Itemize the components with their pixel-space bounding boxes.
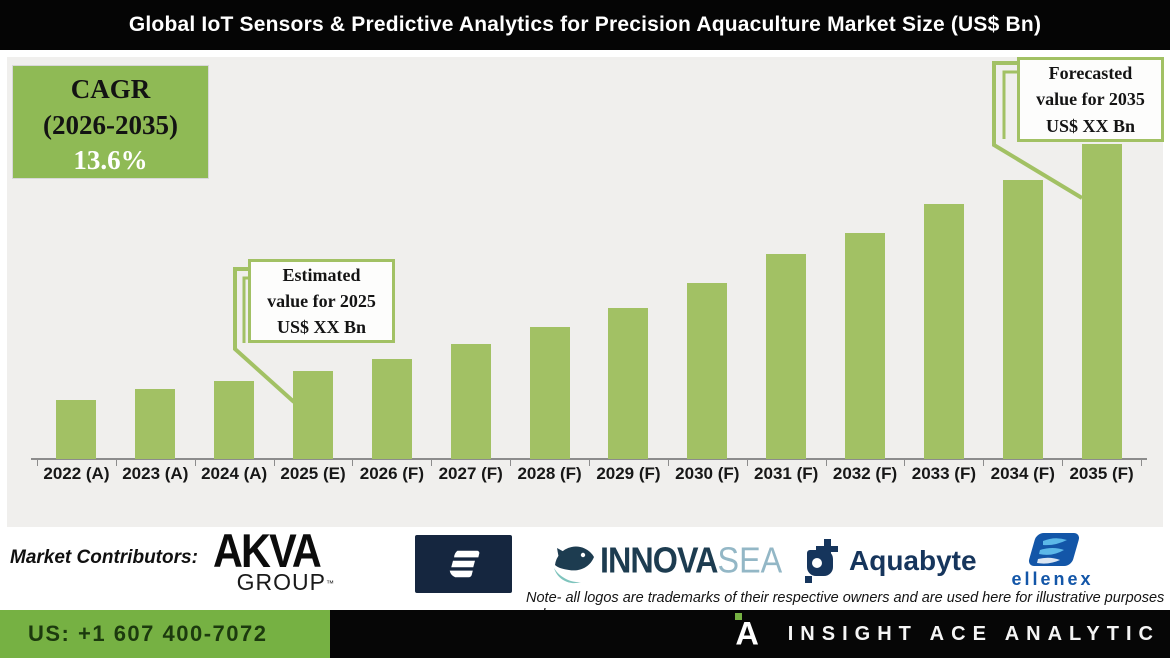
trademark-note-line1: Note- all logos are trademarks of their …: [526, 590, 1165, 606]
insight-ace-logo-icon: A: [734, 613, 762, 652]
estimated-line2: value for 2025: [267, 290, 376, 311]
bar-plot: 2022 (A) 2023 (A) 2024 (A) 2025 (E) 2026 (F)…: [31, 142, 1147, 487]
forecasted-callout-line-inner: [1002, 70, 1017, 139]
bar-column-2035: 2035 (F): [1062, 142, 1141, 487]
chart-title: Global IoT Sensors & Predictive Analytic…: [128, 13, 1042, 36]
title-bar: Global IoT Sensors & Predictive Analytic…: [0, 0, 1170, 50]
x-axis-label-2023: 2023 (A): [122, 464, 189, 483]
bar-column-2027: 2027 (F): [431, 142, 510, 487]
bar-column-2031: 2031 (F): [746, 142, 826, 487]
scaleaq-s-icon: [449, 550, 479, 578]
footer-bar: US: +1 607 400-7072 A INSIGHT ACE ANALYT…: [0, 610, 1170, 658]
bar-2027: [450, 344, 491, 459]
estimated-line1: Estimated: [282, 264, 361, 285]
innovasea-logo: INNOVASEA: [550, 538, 792, 584]
cagr-badge: CAGR (2026-2035) 13.6%: [12, 65, 209, 179]
x-axis-label-2029: 2029 (F): [596, 464, 661, 483]
innovasea-sea-text: SEA: [717, 540, 783, 581]
bar-column-2024: 2024 (A): [194, 142, 274, 487]
brand-name: INSIGHT ACE ANALYTIC: [787, 622, 1160, 645]
bar-column-2030: 2030 (F): [667, 142, 747, 487]
cagr-period: (2026-2035): [43, 109, 178, 140]
bar-2024: [214, 380, 255, 459]
bar-2031: [766, 253, 807, 459]
bar-column-2023: 2023 (A): [115, 142, 195, 487]
bar-column-2025: 2025 (E): [273, 142, 353, 487]
x-axis-label-2035: 2035 (F): [1069, 464, 1134, 483]
innovasea-fish-icon: [554, 546, 594, 584]
estimated-line3: US$ XX Bn: [276, 317, 367, 338]
logo-green-dot: [734, 613, 742, 620]
bar-2023: [135, 389, 176, 459]
callout-forecasted-2035: Forecasted value for 2035 US$ XX Bn: [1017, 57, 1164, 142]
ellenex-icon: [1028, 533, 1079, 566]
forecasted-line3: US$ XX Bn: [1045, 115, 1136, 136]
bar-2028: [529, 327, 570, 459]
bar-2025: [293, 371, 333, 459]
x-axis-label-2022: 2022 (A): [43, 464, 110, 483]
bar-column-2032: 2032 (F): [825, 142, 905, 487]
x-axis-label-2024: 2024 (A): [201, 464, 268, 483]
bar-column-2022: 2022 (A): [37, 142, 116, 487]
scaleaq-logo: [415, 535, 512, 593]
x-axis-label-2032: 2032 (F): [832, 464, 898, 483]
x-axis-label-2030: 2030 (F): [675, 464, 740, 483]
aquabyte-wordmark: Aquabyte: [849, 545, 977, 576]
bar-2022: [56, 400, 97, 459]
bar-column-2034: 2034 (F): [983, 142, 1062, 487]
bar-2035: [1081, 144, 1122, 459]
chart-area: CAGR (2026-2035) 13.6% Estimated value f…: [7, 57, 1164, 527]
x-axis-label-2033: 2033 (F): [911, 464, 976, 483]
x-axis-line: [31, 458, 1147, 460]
x-axis-label-2026: 2026 (F): [359, 464, 424, 483]
forecasted-line1: Forecasted: [1048, 63, 1133, 84]
x-axis-label-2028: 2028 (F): [517, 464, 582, 483]
akva-group-logo: AKVA GROUP™: [213, 523, 335, 595]
bar-2029: [608, 308, 649, 459]
akva-trademark: ™: [326, 579, 335, 588]
bar-column-2026: 2026 (F): [352, 142, 431, 487]
bar-2034: [1002, 179, 1043, 459]
akva-group-text: GROUP™: [236, 569, 335, 595]
ellenex-logo: ellenex: [990, 532, 1115, 590]
aquabyte-icon: [805, 539, 838, 583]
bar-2032: [845, 233, 886, 459]
ellenex-wordmark: ellenex: [1011, 569, 1094, 589]
x-axis-label-2025: 2025 (E): [280, 464, 346, 483]
bar-2026: [371, 359, 412, 459]
aquabyte-logo: Aquabyte: [800, 536, 977, 586]
bar-column-2029: 2029 (F): [589, 142, 668, 487]
phone-number: US: +1 607 400-7072: [28, 621, 268, 646]
bar-columns: 2022 (A) 2023 (A) 2024 (A) 2025 (E) 2026 (F)…: [37, 142, 1142, 487]
contributors-label: Market Contributors:: [10, 547, 198, 568]
forecasted-line2: value for 2035: [1036, 89, 1145, 110]
phone-box: US: +1 607 400-7072: [0, 610, 330, 658]
bar-2033: [923, 203, 964, 459]
brand-block: A INSIGHT ACE ANALYTIC: [734, 610, 1160, 658]
contributors-band: Market Contributors: AKVA GROUP™ INNOVAS…: [0, 523, 1170, 623]
cagr-label: CAGR: [70, 74, 151, 104]
cagr-value: 13.6%: [73, 145, 148, 176]
innovasea-wordmark: INNOVASEA: [600, 540, 783, 581]
bar-column-2028: 2028 (F): [510, 142, 589, 487]
x-axis-label-2027: 2027 (F): [438, 464, 503, 483]
bar-column-2033: 2033 (F): [904, 142, 983, 487]
logo-a-glyph: A: [735, 615, 759, 652]
x-axis-label-2031: 2031 (F): [754, 464, 819, 483]
callout-estimated-2025: Estimated value for 2025 US$ XX Bn: [248, 259, 395, 343]
akva-wordmark: AKVA: [213, 523, 322, 578]
bar-2030: [687, 282, 728, 459]
x-axis-label-2034: 2034 (F): [990, 464, 1055, 483]
